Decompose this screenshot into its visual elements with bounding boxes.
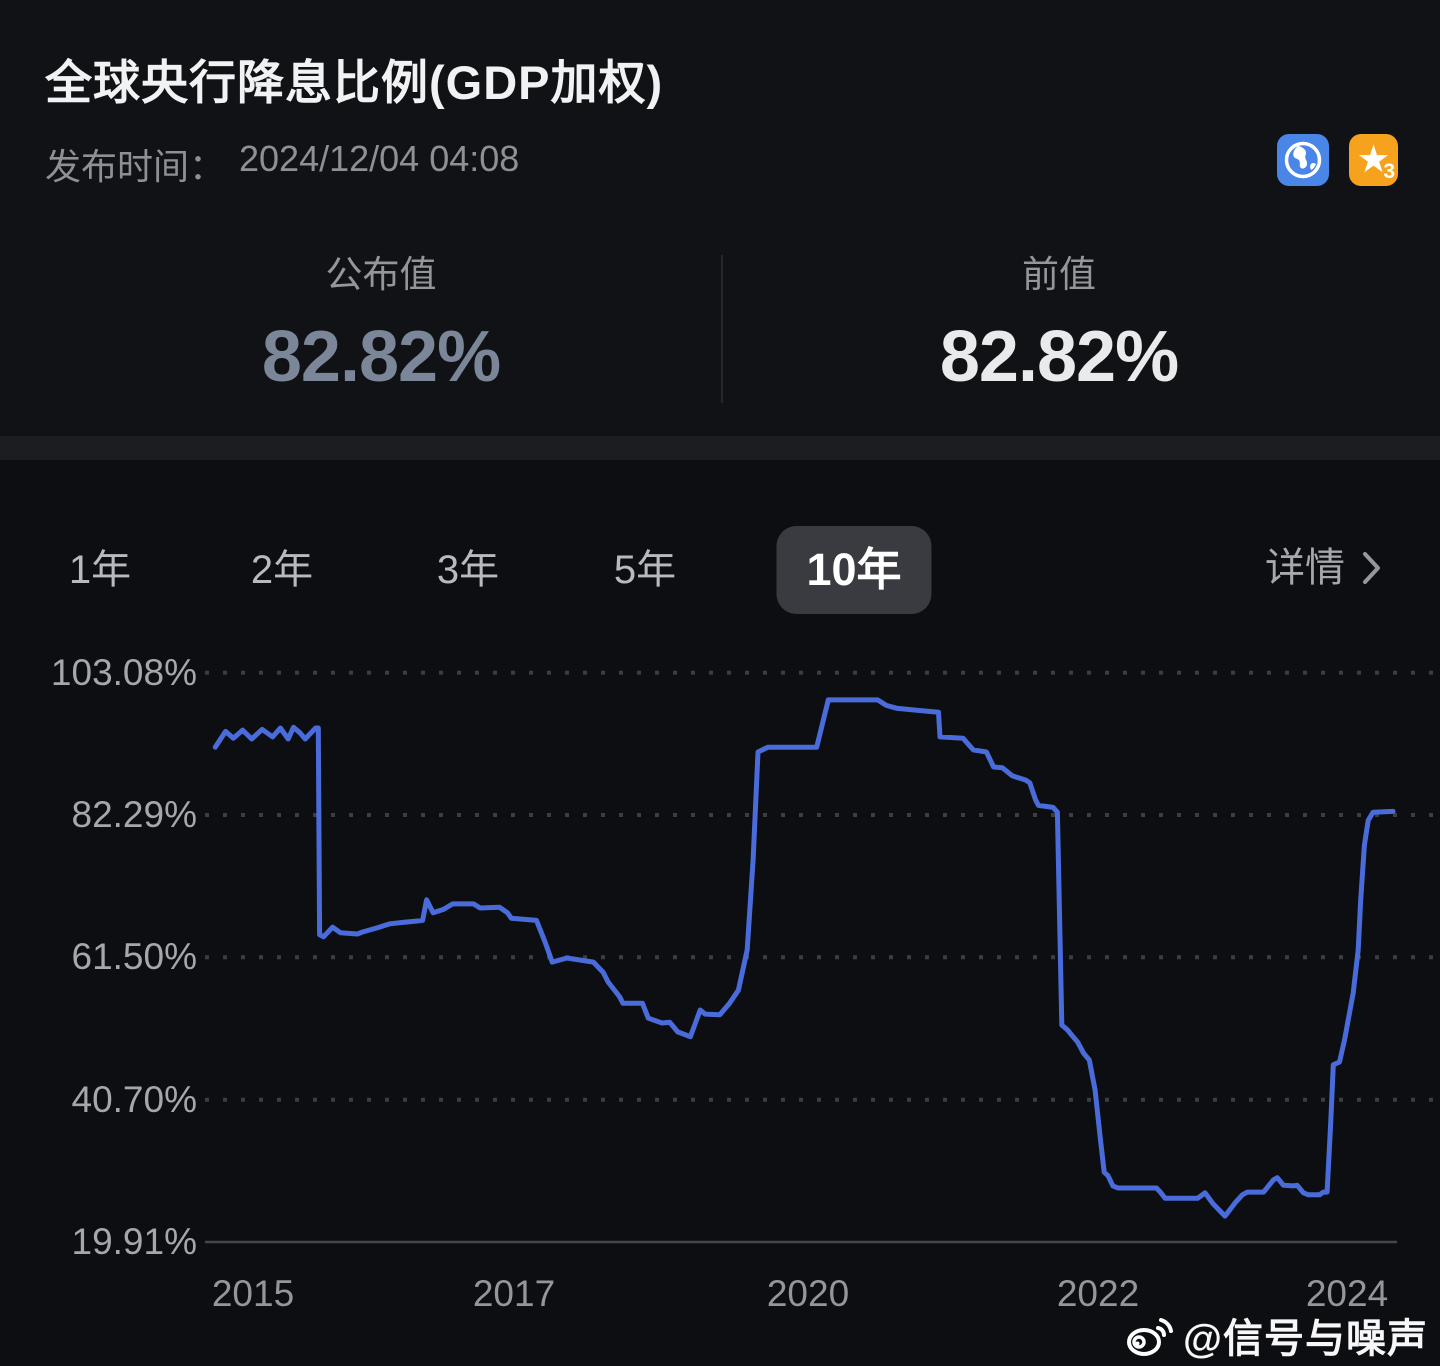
details-link[interactable]: 详情 (1265, 544, 1383, 592)
published-value-label: 公布值 (325, 254, 437, 295)
details-label: 详情 (1265, 546, 1345, 590)
favorite-star-icon[interactable]: ★ 3 (1349, 134, 1398, 186)
y-axis-tick: 61.50% (71, 936, 198, 978)
previous-value-label: 前值 (1022, 254, 1096, 295)
watermark: @信号与噪声 (1125, 1306, 1428, 1364)
chevron-right-icon (1363, 552, 1380, 584)
publish-time-row: 发布时间： 2024/12/04 04:08 (45, 138, 519, 190)
tab-3年[interactable]: 3年 (436, 548, 500, 592)
y-axis-tick: 103.08% (50, 651, 197, 693)
previous-value: 82.82% (939, 317, 1179, 397)
publish-time-label: 发布时间： (45, 146, 226, 187)
x-axis-tick: 2022 (1056, 1273, 1140, 1314)
publish-time-value: 2024/12/04 04:08 (239, 138, 520, 179)
weibo-logo-icon (1126, 1318, 1173, 1356)
watermark-text: @信号与噪声 (1182, 1317, 1428, 1361)
tab-1年[interactable]: 1年 (68, 548, 132, 592)
tab-5年[interactable]: 5年 (613, 548, 677, 592)
tab-10年[interactable]: 10年 (776, 526, 932, 614)
published-value-block: 公布值 82.82% (131, 244, 631, 398)
header-section: 全球央行降息比例(GDP加权) 发布时间： 2024/12/04 04:08 ★… (0, 0, 1440, 436)
previous-value-block: 前值 82.82% (809, 244, 1309, 398)
values-divider (721, 255, 723, 403)
x-axis-tick: 2020 (766, 1273, 850, 1314)
star-badge-count: 3 (1383, 160, 1395, 183)
chart-section (0, 460, 1440, 1366)
y-axis-tick: 82.29% (71, 794, 198, 835)
y-axis-tick: 40.70% (71, 1078, 198, 1120)
y-axis-tick: 19.91% (71, 1221, 198, 1262)
section-divider-band (0, 436, 1440, 460)
published-value: 82.82% (261, 317, 501, 397)
x-axis-tick: 2024 (1305, 1273, 1389, 1314)
x-axis-tick: 2015 (211, 1273, 295, 1314)
star-glyph: ★ (1356, 139, 1391, 181)
globe-icon[interactable] (1277, 134, 1329, 186)
page-title: 全球央行降息比例(GDP加权) (45, 56, 664, 109)
tab-2年[interactable]: 2年 (250, 548, 314, 592)
x-axis-tick: 2017 (472, 1273, 556, 1314)
